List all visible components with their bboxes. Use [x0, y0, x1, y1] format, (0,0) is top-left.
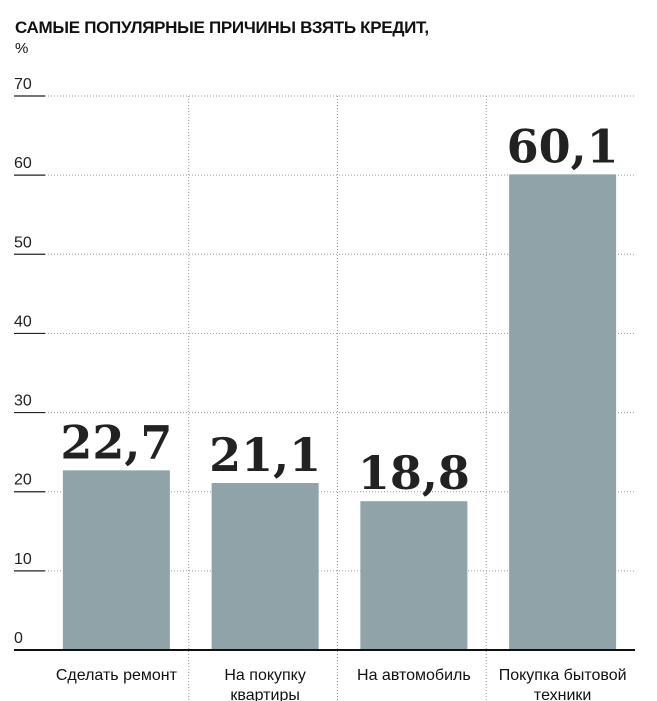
y-tick-label: 70: [14, 76, 32, 93]
x-category-label: Сделать ремонт: [56, 667, 178, 684]
x-category-label: На покупку: [224, 667, 305, 684]
chart-title: САМЫЕ ПОПУЛЯРНЫЕ ПРИЧИНЫ ВЗЯТЬ КРЕДИТ,: [15, 18, 429, 37]
bar: [509, 174, 617, 650]
y-unit-label: %: [15, 40, 29, 57]
y-tick-label: 40: [14, 313, 32, 330]
bar: [211, 483, 319, 650]
y-tick-label: 20: [14, 472, 32, 489]
bar-value-label: 60,1: [507, 119, 619, 173]
y-tick-label: 10: [14, 551, 32, 568]
bar: [360, 501, 468, 650]
y-tick-label: 30: [14, 393, 32, 410]
bar-value-label: 21,1: [209, 428, 321, 482]
y-tick-label: 60: [14, 155, 32, 172]
x-category-label: квартиры: [230, 687, 299, 701]
x-category-label: Покупка бытовой: [499, 667, 627, 684]
bar-value-label: 22,7: [60, 415, 172, 469]
y-tick-label: 50: [14, 234, 32, 251]
x-category-label: На автомобиль: [357, 667, 471, 684]
y-tick-label: 0: [14, 630, 23, 647]
bar-value-label: 18,8: [358, 446, 470, 500]
x-category-label: техники: [534, 687, 591, 701]
bar: [62, 470, 170, 650]
